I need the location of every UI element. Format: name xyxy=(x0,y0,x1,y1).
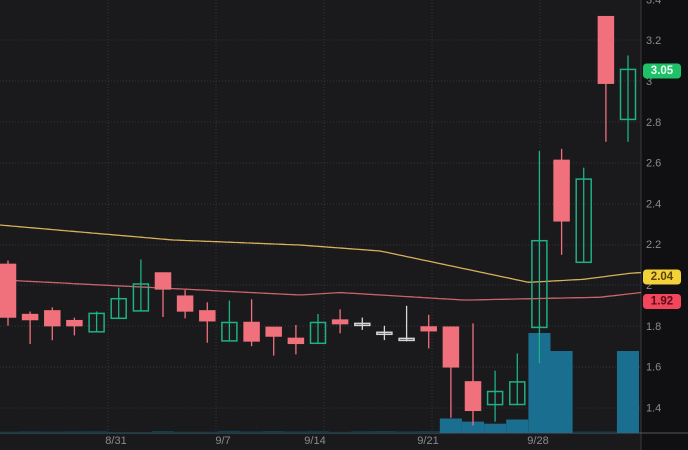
svg-text:3.2: 3.2 xyxy=(646,35,661,47)
svg-text:9/14: 9/14 xyxy=(304,435,325,447)
svg-text:2.8: 2.8 xyxy=(646,117,661,129)
svg-text:2.4: 2.4 xyxy=(646,198,661,210)
svg-text:2.2: 2.2 xyxy=(646,239,661,251)
svg-text:9/28: 9/28 xyxy=(527,435,548,447)
svg-text:1.4: 1.4 xyxy=(646,402,661,414)
svg-text:1.8: 1.8 xyxy=(646,321,661,333)
svg-text:3.05: 3.05 xyxy=(651,65,674,77)
svg-text:8/31: 8/31 xyxy=(105,435,126,447)
svg-text:9/21: 9/21 xyxy=(417,435,438,447)
svg-text:2.6: 2.6 xyxy=(646,158,661,170)
svg-text:1.6: 1.6 xyxy=(646,362,661,374)
svg-text:1.92: 1.92 xyxy=(651,296,673,308)
svg-text:9/7: 9/7 xyxy=(215,435,230,447)
svg-text:3.4: 3.4 xyxy=(646,0,661,6)
svg-text:2.04: 2.04 xyxy=(651,271,674,283)
